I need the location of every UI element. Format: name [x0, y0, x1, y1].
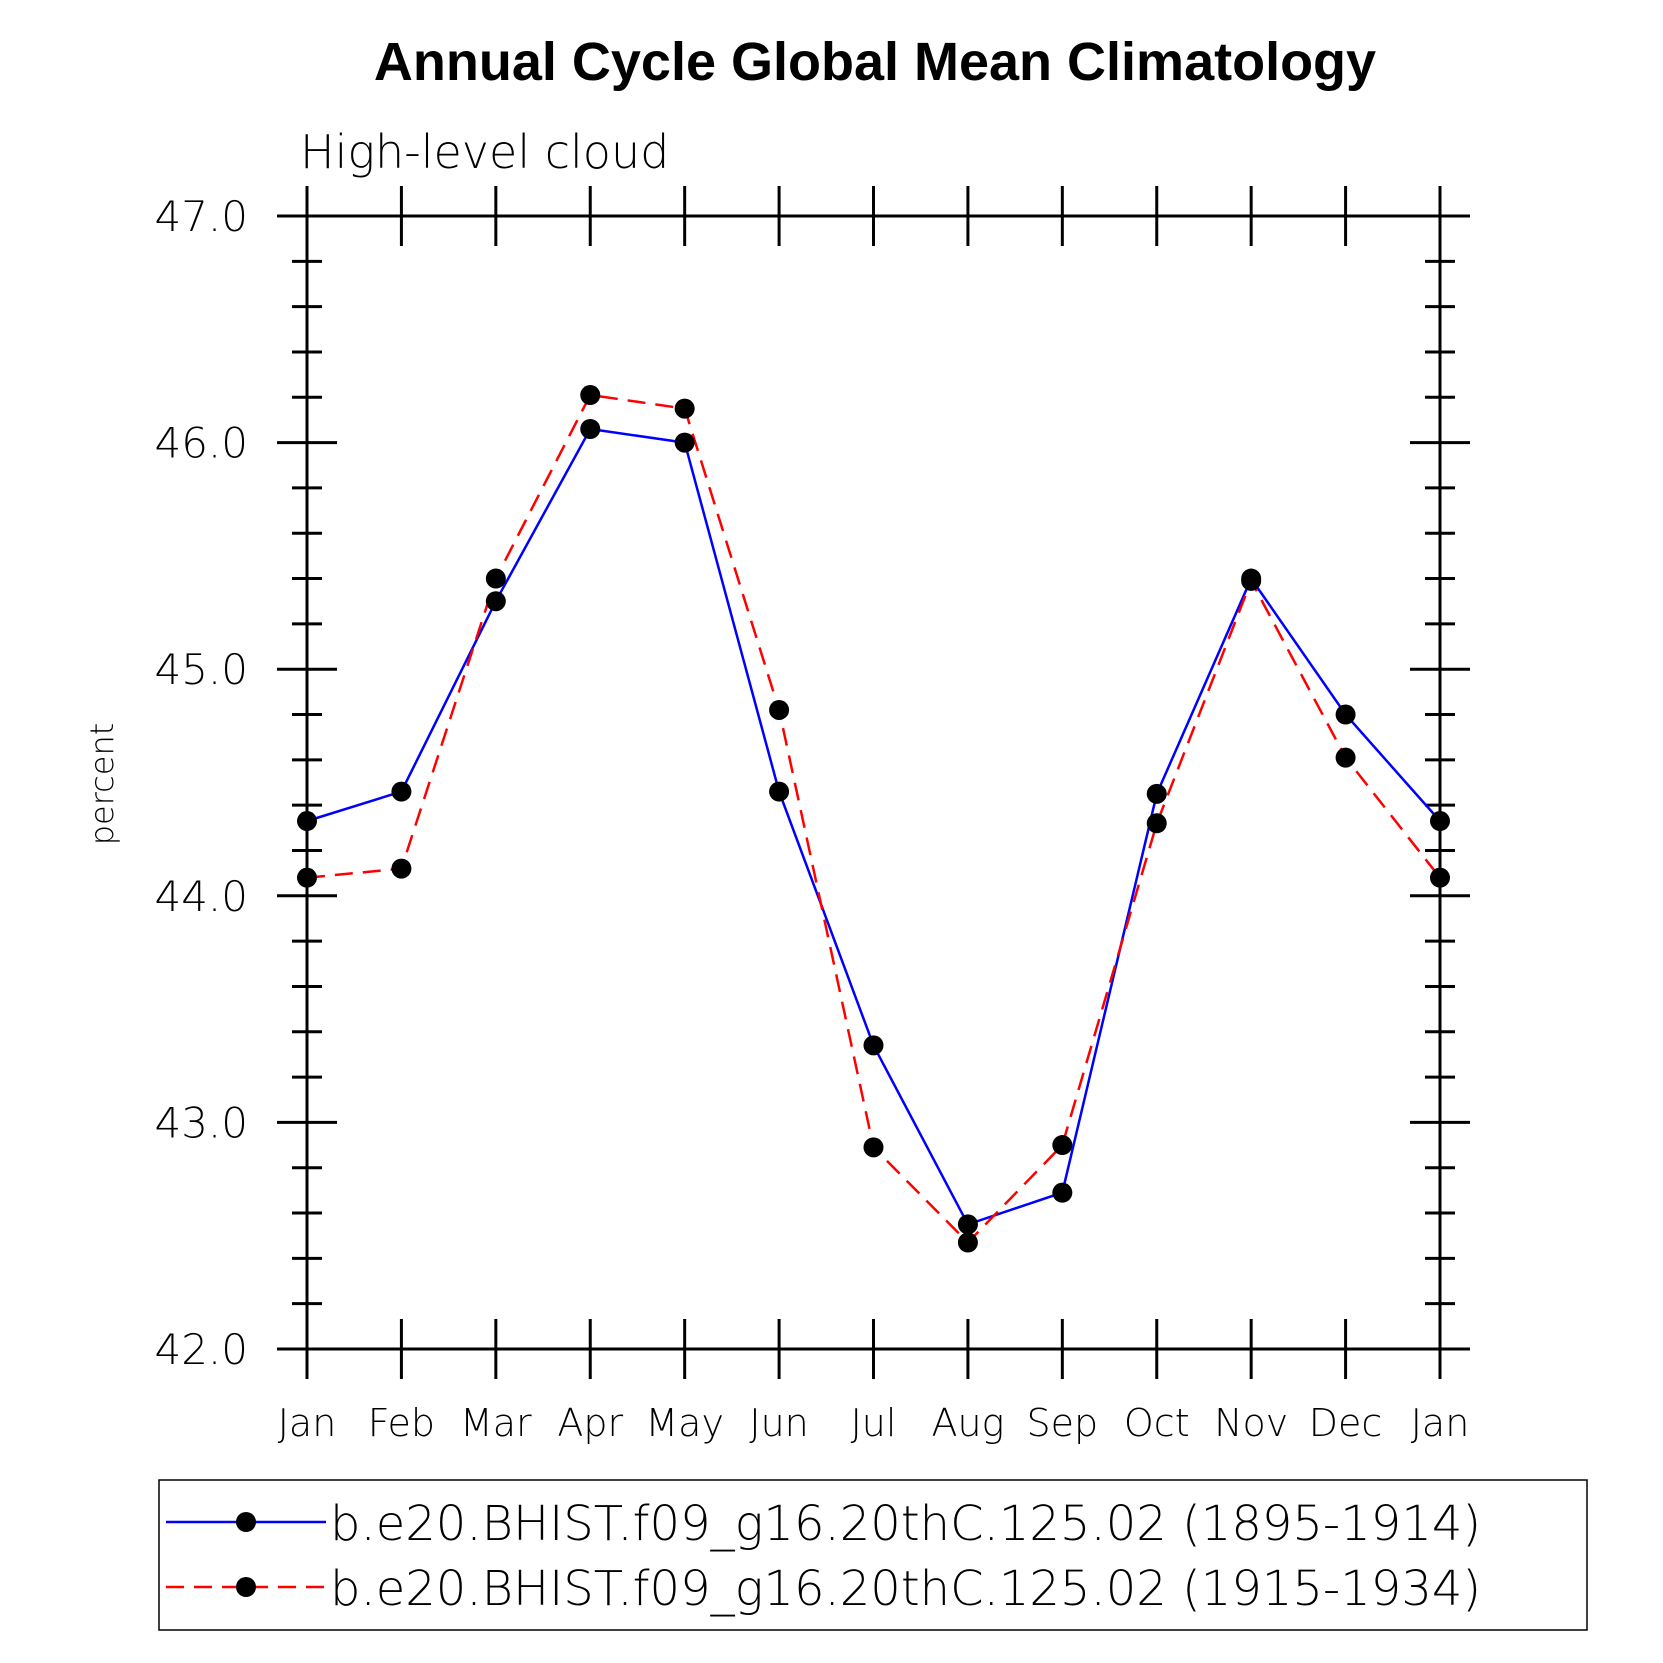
x-tick-label: May: [645, 1401, 724, 1445]
y-tick-label: 44.0: [154, 872, 248, 921]
legend-label: b.e20.BHIST.f09_g16.20thC.125.02 (1895-1…: [330, 1496, 1481, 1552]
x-tick-label: Sep: [1027, 1401, 1099, 1445]
series-point: [674, 398, 695, 419]
x-tick-label: Jul: [851, 1401, 897, 1445]
series-point: [1052, 1135, 1073, 1156]
x-tick-label: Nov: [1214, 1401, 1288, 1445]
legend-box: [158, 1479, 1588, 1631]
y-tick-label: 42.0: [154, 1325, 248, 1374]
series-point: [957, 1232, 978, 1253]
x-tick-label: Mar: [460, 1401, 532, 1445]
series-line: [306, 393, 1441, 1245]
series-point: [1146, 813, 1167, 834]
x-tick-label: Jan: [278, 1401, 337, 1445]
x-tick-label: Feb: [368, 1401, 435, 1445]
series-point: [391, 858, 412, 879]
series-point: [863, 1137, 884, 1158]
chart-subtitle: High-level cloud: [300, 125, 669, 179]
x-tick-label: Dec: [1309, 1401, 1383, 1445]
x-tick-label: Jun: [749, 1401, 808, 1445]
y-axis-label: percent: [83, 723, 121, 846]
legend-label: b.e20.BHIST.f09_g16.20thC.125.02 (1915-1…: [330, 1561, 1481, 1617]
series-point: [1146, 783, 1167, 804]
series-point: [769, 781, 790, 802]
y-tick-label: 47.0: [154, 192, 248, 241]
series-point: [1335, 704, 1356, 725]
series-point: [1241, 570, 1262, 591]
y-tick-label: 45.0: [154, 645, 248, 694]
series-point: [863, 1035, 884, 1056]
series-point: [391, 781, 412, 802]
series-point: [297, 811, 317, 832]
series-point: [485, 591, 506, 612]
plot-frame: [305, 214, 1442, 1351]
series-point: [485, 568, 506, 589]
y-tick-label: 43.0: [154, 1098, 248, 1147]
series-line: [306, 427, 1441, 1226]
legend-marker: [236, 1577, 256, 1597]
series-point: [674, 432, 695, 453]
series-point: [580, 385, 601, 406]
x-tick-label: Jan: [1411, 1401, 1470, 1445]
series-point: [1335, 747, 1356, 768]
x-tick-label: Apr: [557, 1401, 623, 1445]
series-point: [1052, 1182, 1073, 1203]
series-layer: [297, 385, 1450, 1253]
legend-marker: [236, 1512, 256, 1532]
chart-title: Annual Cycle Global Mean Climatology: [374, 32, 1376, 92]
series-point: [297, 867, 317, 888]
y-tick-label: 46.0: [154, 419, 248, 468]
series-point: [957, 1214, 978, 1235]
series-point: [580, 419, 601, 440]
x-tick-label: Oct: [1124, 1401, 1190, 1445]
series-point: [1430, 811, 1450, 832]
legend: b.e20.BHIST.f09_g16.20thC.125.02 (1895-1…: [158, 1479, 1588, 1631]
x-tick-label: Aug: [931, 1401, 1004, 1445]
axes: Jan Feb Mar Apr May Jun Jul Aug Sep Oct Nov Dec Jan 4…: [154, 186, 1470, 1445]
series-point: [1430, 867, 1450, 888]
series-point: [769, 699, 790, 720]
